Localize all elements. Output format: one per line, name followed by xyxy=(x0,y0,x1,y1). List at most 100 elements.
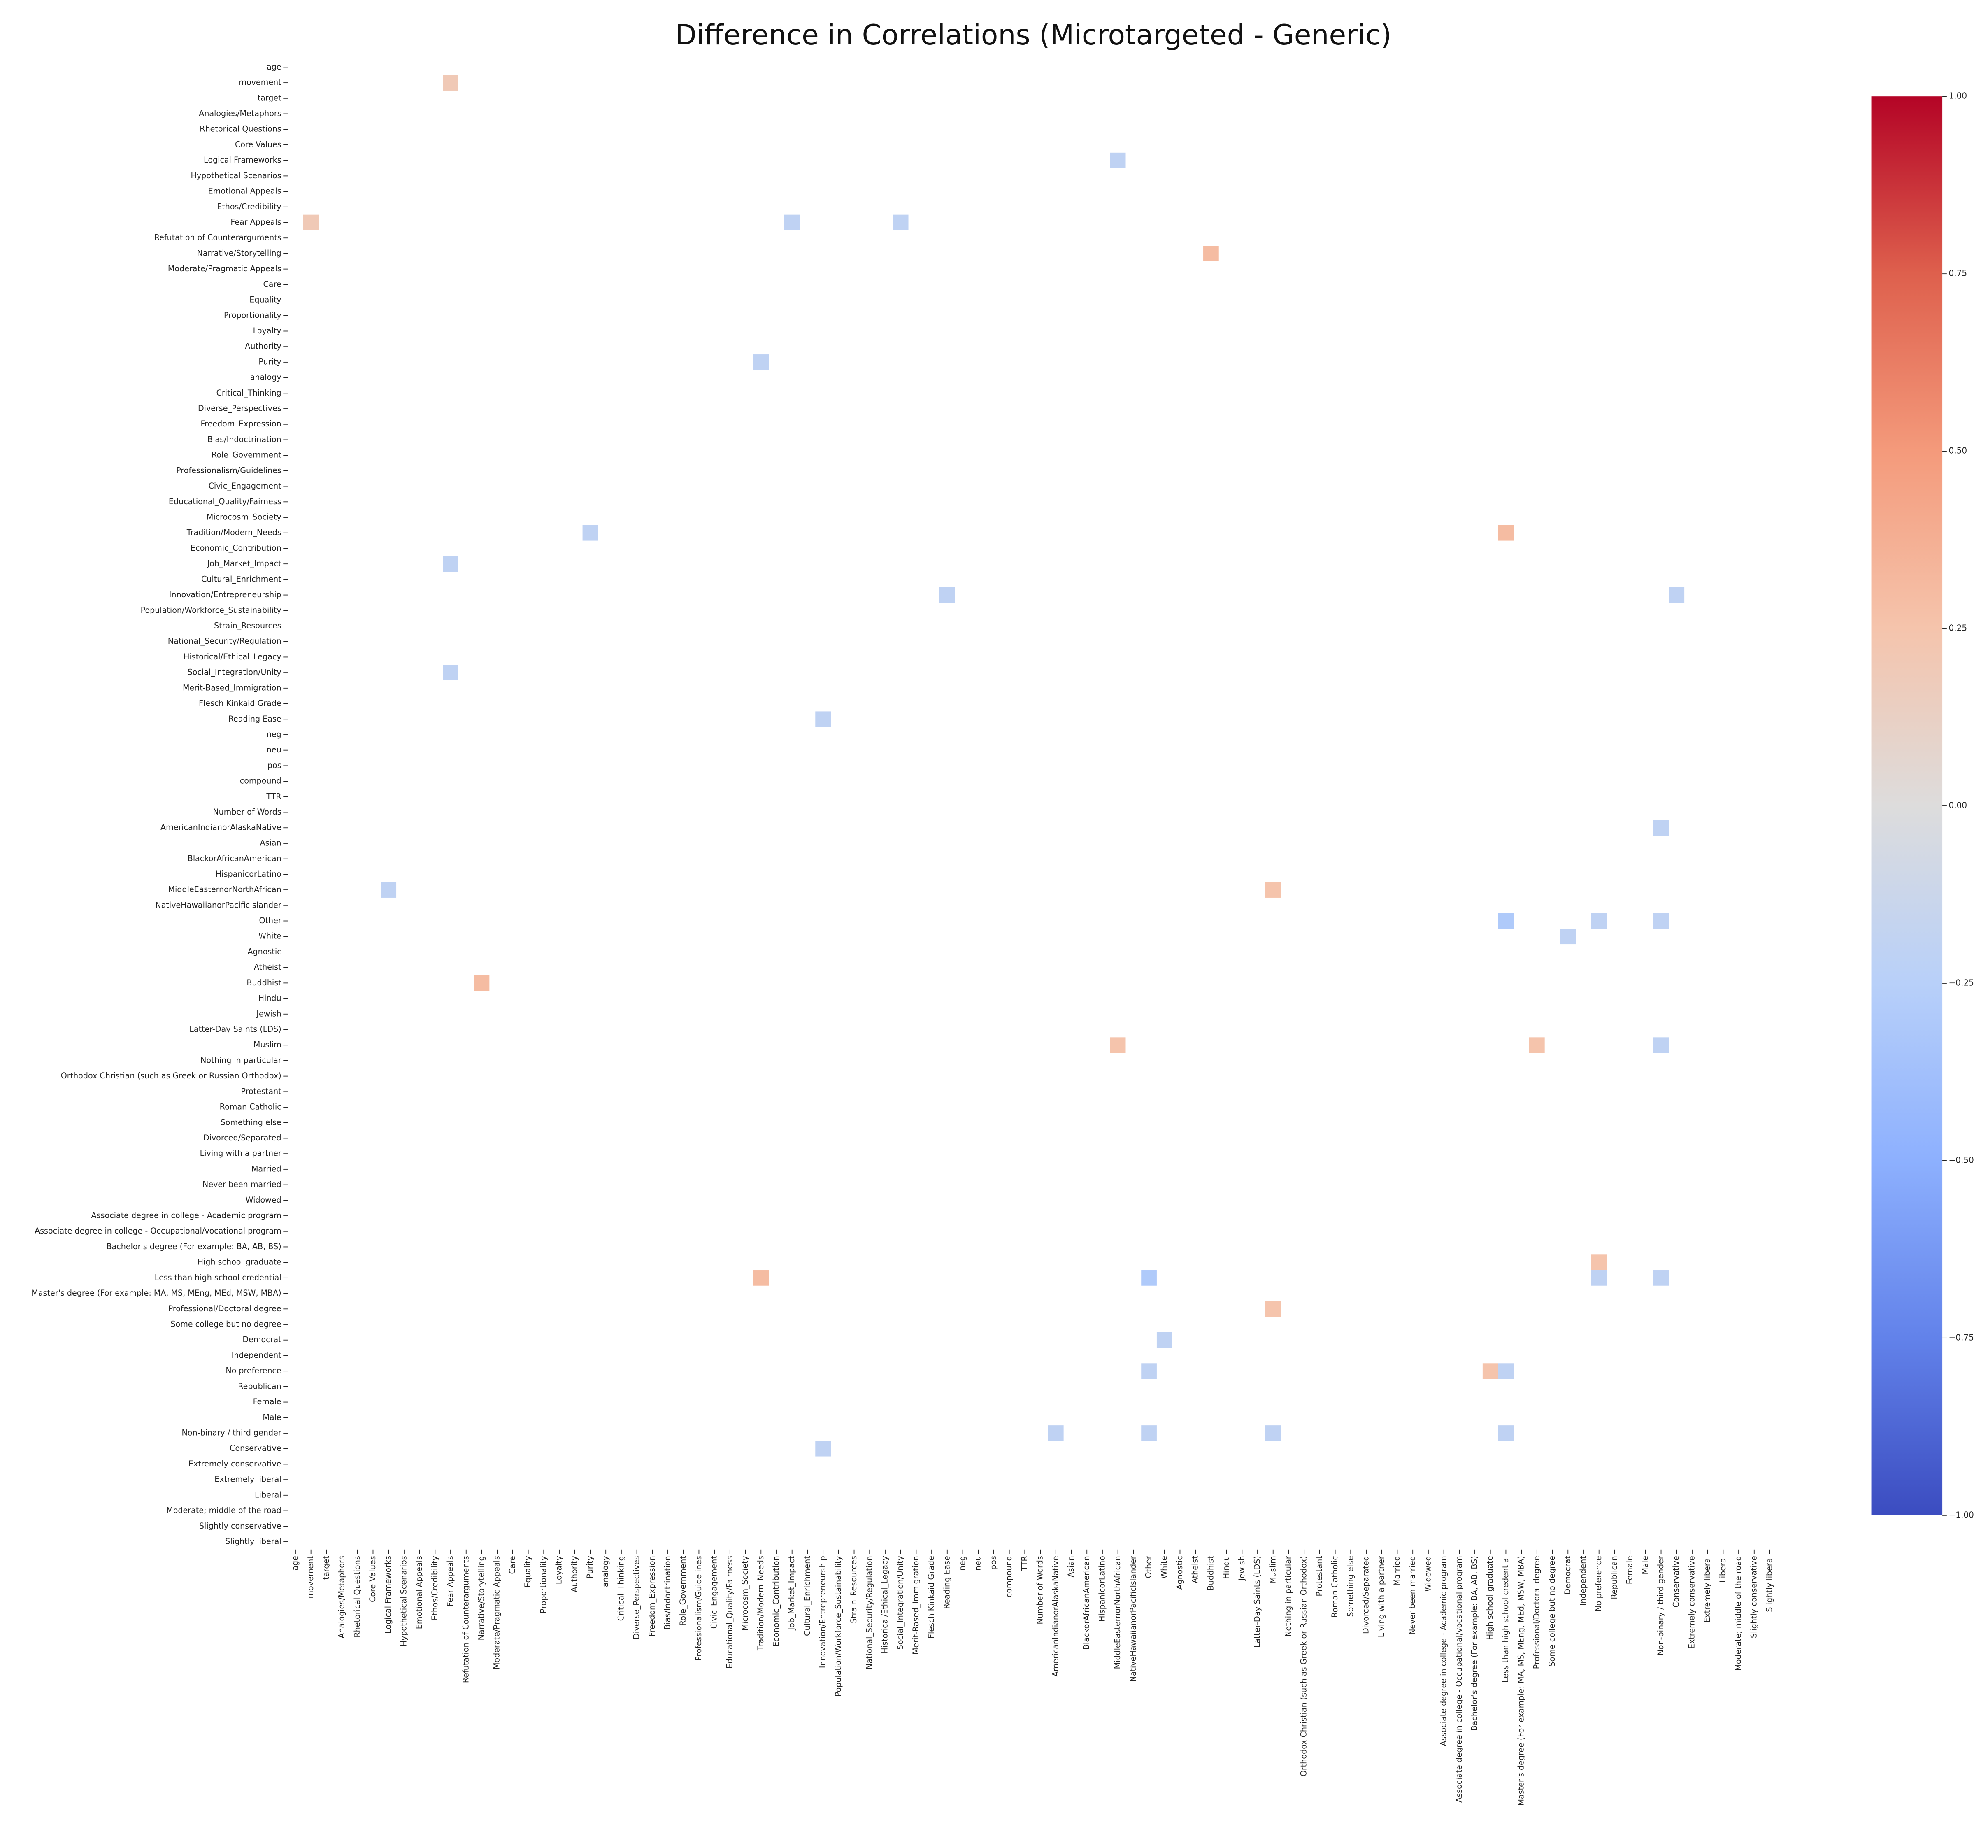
y-tick-label: Tradition/Modern_Needs xyxy=(186,528,281,537)
x-tick-label: Bias/Indoctrination xyxy=(663,1556,672,1630)
heatmap-cell xyxy=(1498,1363,1514,1379)
x-tick-label: Job_Market_Impact xyxy=(787,1556,796,1631)
x-tick-label: Social_Integration/Unity xyxy=(895,1556,905,1650)
x-tick-label: Living with a partner xyxy=(1376,1556,1386,1637)
x-tick-label: Slightly liberal xyxy=(1765,1556,1774,1612)
x-tick-label: Divorced/Separated xyxy=(1361,1556,1371,1634)
x-tick-label: Narrative/Storytelling xyxy=(477,1556,486,1640)
x-tick-label: Associate degree in college - Academic p… xyxy=(1439,1556,1448,1746)
y-tick-label: AmericanIndianorAlaskaNative xyxy=(160,823,281,832)
y-tick-label: Strain_Resources xyxy=(214,621,281,630)
x-tick-label: Innovation/Entrepreneurship xyxy=(818,1556,828,1668)
x-tick-label: Bachelor's degree (For example: BA, AB, … xyxy=(1469,1556,1479,1731)
x-tick-label: Married xyxy=(1392,1556,1402,1586)
x-tick-label: Liberal xyxy=(1718,1556,1728,1583)
x-tick-label: Educational_Quality/Fairness xyxy=(725,1556,734,1669)
colorbar xyxy=(1871,96,1943,1515)
heatmap-cell xyxy=(1141,1425,1157,1441)
y-tick-label: Hindu xyxy=(258,994,281,1003)
heatmap-cell xyxy=(1265,1425,1281,1441)
y-tick-label: Ethos/Credibility xyxy=(217,202,281,211)
x-tick-label: movement xyxy=(306,1556,315,1599)
x-tick-label: age xyxy=(290,1556,300,1571)
y-tick-label: HispanicorLatino xyxy=(216,869,281,879)
heatmap-cell xyxy=(303,214,319,230)
x-tick-label: Microcosm_Society xyxy=(740,1556,750,1631)
colorbar-tick-label: −0.50 xyxy=(1948,1155,1974,1165)
y-tick-label: Some college but no degree xyxy=(170,1320,281,1329)
x-tick-label: Roman Catholic xyxy=(1330,1556,1339,1618)
y-tick-label: TTR xyxy=(266,791,281,801)
y-tick-label: Freedom_Expression xyxy=(201,419,281,428)
x-tick-label: Proportionality xyxy=(539,1556,548,1613)
x-tick-label: Agnostic xyxy=(1175,1556,1184,1590)
x-tick-label: Logical Frameworks xyxy=(384,1556,393,1634)
y-tick-label: Purity xyxy=(258,357,281,366)
x-tick-label: pos xyxy=(988,1556,998,1570)
x-tick-label: neg xyxy=(958,1556,967,1571)
y-tick-label: Master's degree (For example: MA, MS, ME… xyxy=(31,1288,281,1298)
y-tick-label: Slightly liberal xyxy=(225,1536,281,1546)
heatmap-cell xyxy=(1498,525,1514,541)
y-tick-label: Other xyxy=(259,916,281,925)
y-tick-label: Fear Appeals xyxy=(230,217,281,227)
heatmap-cell xyxy=(1498,913,1514,929)
x-tick-label: Merit-Based_Immigration xyxy=(911,1556,921,1655)
y-tick-label: compound xyxy=(240,776,281,786)
heatmap-cell xyxy=(1048,1425,1064,1441)
heatmap-cell xyxy=(1141,1270,1157,1286)
heatmap-cell xyxy=(815,711,831,727)
heatmap-cell xyxy=(1156,1332,1172,1348)
y-tick-label: Care xyxy=(263,279,281,289)
y-tick-label: Educational_Quality/Fairness xyxy=(169,497,281,506)
x-tick-label: MiddleEasternorNorthAfrican xyxy=(1113,1556,1122,1669)
x-tick-label: AmericanIndianorAlaskaNative xyxy=(1051,1556,1060,1677)
y-tick-label: Moderate/Pragmatic Appeals xyxy=(168,264,281,273)
y-tick-label: Buddhist xyxy=(246,978,281,987)
y-tick-label: Innovation/Entrepreneurship xyxy=(169,590,281,599)
y-tick-label: Historical/Ethical_Legacy xyxy=(184,652,281,661)
x-tick-label: Independent xyxy=(1578,1556,1588,1606)
y-tick-label: Professionalism/Guidelines xyxy=(176,465,281,475)
y-tick-label: Loyalty xyxy=(253,326,281,335)
x-tick-label: Widowed xyxy=(1423,1556,1432,1592)
x-tick-label: Orthodox Christian (such as Greek or Rus… xyxy=(1299,1556,1309,1776)
x-tick-label: Non-binary / third gender xyxy=(1656,1556,1665,1655)
x-tick-label: target xyxy=(321,1556,331,1580)
y-tick-label: Population/Workforce_Sustainability xyxy=(141,605,281,615)
x-tick-label: Democrat xyxy=(1563,1556,1572,1595)
x-tick-label: compound xyxy=(1004,1556,1014,1597)
x-tick-label: Rhetorical Questions xyxy=(352,1556,362,1637)
x-tick-label: Buddhist xyxy=(1206,1556,1215,1591)
y-tick-label: Muslim xyxy=(253,1040,281,1050)
y-tick-label: Jewish xyxy=(256,1009,281,1018)
x-tick-label: HispanicorLatino xyxy=(1097,1556,1107,1622)
x-tick-label: Diverse_Perspectives xyxy=(632,1556,641,1639)
x-tick-label: neu xyxy=(973,1556,983,1571)
x-tick-label: Loyalty xyxy=(554,1556,564,1584)
y-tick-label: Rhetorical Questions xyxy=(200,124,281,134)
x-tick-label: Atheist xyxy=(1190,1556,1200,1583)
x-tick-label: Less than high school credential xyxy=(1501,1556,1510,1683)
y-tick-label: Job_Market_Impact xyxy=(207,559,281,568)
y-tick-label: Hypothetical Scenarios xyxy=(191,171,281,180)
x-tick-label: Equality xyxy=(523,1556,532,1587)
colorbar-tick-label: 0.75 xyxy=(1948,268,1967,278)
y-tick-label: Non-binary / third gender xyxy=(181,1428,281,1437)
x-tick-label: Other xyxy=(1144,1556,1153,1578)
y-tick-label: Professional/Doctoral degree xyxy=(168,1304,281,1313)
y-tick-label: Extremely liberal xyxy=(214,1475,281,1484)
colorbar-tick-label: 0.50 xyxy=(1948,446,1967,456)
x-tick-label: Number of Words xyxy=(1035,1556,1045,1624)
heatmap-cell xyxy=(1591,913,1607,929)
y-tick-label: Critical_Thinking xyxy=(216,388,281,398)
heatmap-cell xyxy=(1591,1270,1607,1286)
y-tick-label: Diverse_Perspectives xyxy=(198,404,281,413)
y-tick-label: Associate degree in college - Occupation… xyxy=(35,1226,281,1236)
x-tick-label: Authority xyxy=(570,1556,579,1592)
y-tick-label: Democrat xyxy=(242,1335,281,1344)
y-tick-label: movement xyxy=(239,78,281,87)
x-tick-label: Flesch Kinkaid Grade xyxy=(927,1556,936,1639)
